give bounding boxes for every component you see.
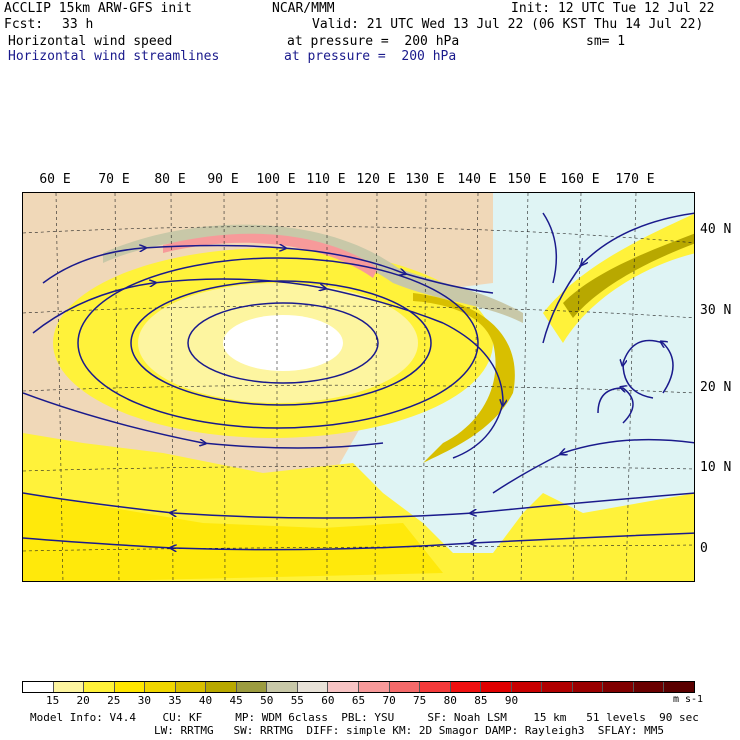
lat-label: 30 N <box>700 303 732 318</box>
colorbar-swatch <box>389 682 421 692</box>
lon-label: 140 E <box>457 172 497 187</box>
colorbar-swatch <box>603 682 634 692</box>
lat-label: 0 <box>700 541 708 556</box>
model-title: ACCLIP 15km ARW-GFS init <box>4 1 192 16</box>
colorbar-tick-label: 70 <box>382 694 396 707</box>
org-label: NCAR/MMM <box>272 1 335 16</box>
lat-label: 40 N <box>700 222 732 237</box>
field2-name: Horizontal wind streamlines <box>8 49 220 64</box>
colorbar-swatch <box>145 682 176 692</box>
colorbar-swatch <box>633 682 665 692</box>
colorbar-tick-label: 25 <box>107 694 121 707</box>
colorbar-tick-label: 80 <box>443 694 457 707</box>
valid-time: Valid: 21 UTC Wed 13 Jul 22 (06 KST Thu … <box>312 17 704 32</box>
colorbar-swatch <box>236 682 268 692</box>
colorbar-tick-label: 15 <box>45 694 60 707</box>
colorbar-tick-label: 40 <box>198 694 213 707</box>
lon-label: 170 E <box>615 172 655 187</box>
lon-label: 70 E <box>98 172 130 187</box>
colorbar-swatch <box>297 682 329 692</box>
colorbar-units: m s-1 <box>672 694 704 705</box>
colorbar-tick-label: 30 <box>137 694 151 707</box>
colorbar-swatch <box>175 682 207 692</box>
wind-band-south-inner <box>23 493 443 581</box>
wind-map-svg <box>23 193 694 581</box>
forecast-label: Fcst: <box>4 17 44 32</box>
field2-level: at pressure = 200 hPa <box>284 49 457 64</box>
lon-label: 160 E <box>560 172 600 187</box>
lon-label: 90 E <box>207 172 239 187</box>
wind-map <box>22 192 695 582</box>
colorbar-swatch <box>23 682 54 692</box>
forecast-hours: 33 h <box>62 17 94 32</box>
colorbar-swatch <box>328 682 360 692</box>
colorbar-tick-label: 90 <box>504 694 519 707</box>
colorbar-swatch <box>450 682 482 692</box>
colorbar-swatch <box>267 682 298 692</box>
colorbar-tick-label: 35 <box>168 694 182 707</box>
colorbar-swatch <box>572 682 604 692</box>
colorbar-swatch <box>542 682 573 692</box>
init-time: Init: 12 UTC Tue 12 Jul 22 <box>511 1 715 16</box>
colorbar-swatch <box>53 682 85 692</box>
graticule <box>23 193 694 581</box>
footer-line2: LW: RRTMG SW: RRTMG DIFF: simple KM: 2D … <box>154 724 664 737</box>
lat-label: 20 N <box>700 380 732 395</box>
colorbar-swatch <box>481 682 512 692</box>
colorbar-tick-label: 85 <box>474 694 488 707</box>
colorbar-tick-label: 75 <box>413 694 427 707</box>
colorbar-swatch <box>84 682 115 692</box>
colorbar-swatch <box>114 682 146 692</box>
colorbar-tick-label: 65 <box>351 694 366 707</box>
lat-label: 10 N <box>700 460 732 475</box>
footer-line1: Model Info: V4.4 CU: KF MP: WDM 6class P… <box>30 711 699 724</box>
jet-east-arc <box>413 293 515 463</box>
colorbar-tick-label: 20 <box>76 694 90 707</box>
lon-label: 130 E <box>405 172 445 187</box>
colorbar-tick-label: 60 <box>321 694 335 707</box>
colorbar <box>22 681 695 693</box>
field1-level: at pressure = 200 hPa <box>287 34 460 49</box>
colorbar-swatch <box>511 682 543 692</box>
colorbar-swatch <box>664 682 695 692</box>
colorbar-swatch <box>420 682 451 692</box>
lon-label: 150 E <box>507 172 547 187</box>
lon-label: 110 E <box>306 172 346 187</box>
streamlines <box>23 212 694 550</box>
field1-name: Horizontal wind speed <box>8 34 173 49</box>
colorbar-tick-label: 50 <box>260 694 274 707</box>
colorbar-tick-label: 45 <box>229 694 243 707</box>
anticyclone-core <box>223 315 343 371</box>
smoothing-value: sm= 1 <box>586 34 626 49</box>
colorbar-swatch <box>206 682 237 692</box>
lon-label: 100 E <box>256 172 296 187</box>
jet-pacific-core <box>563 233 694 318</box>
lon-label: 120 E <box>356 172 396 187</box>
colorbar-swatch <box>359 682 390 692</box>
colorbar-tick-label: 55 <box>290 694 304 707</box>
lon-label: 80 E <box>154 172 186 187</box>
lon-label: 60 E <box>39 172 71 187</box>
